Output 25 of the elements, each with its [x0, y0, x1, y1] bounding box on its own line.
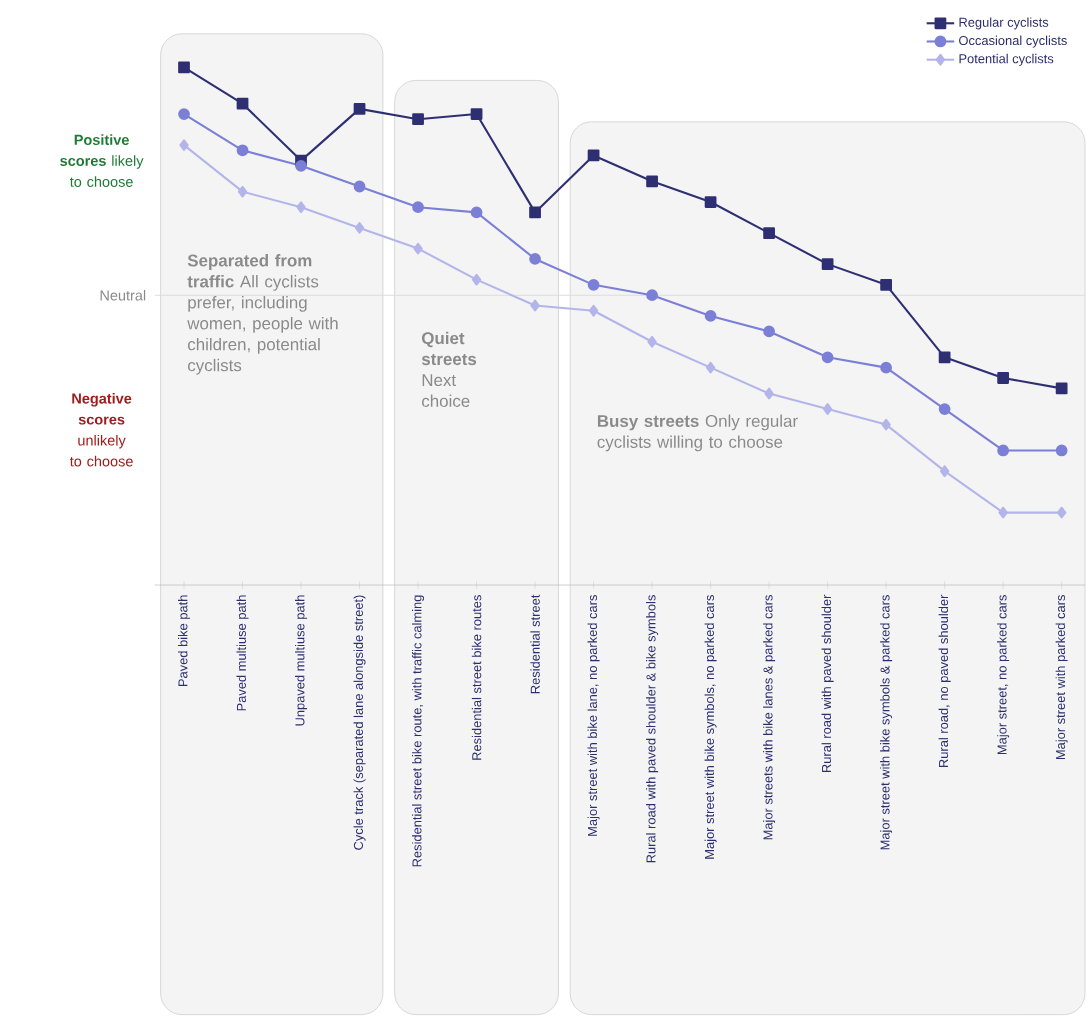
x-tick-label: Major street with parked cars [1055, 595, 1068, 759]
x-tick-label: Major streets with bike lanes & parked cars [763, 595, 776, 840]
x-tick-label: Rural road, no paved shoulder [938, 594, 951, 767]
x-tick-label: Residential street [530, 594, 540, 694]
x-tick-label: Unpaved multiuse path [295, 595, 308, 726]
x-tick-label: Major street with bike symbols, no parked cars [704, 595, 717, 859]
x-tick-label: Cycle track (separated lane alongside street) [353, 595, 366, 850]
x-tick-label: Residential street bike route, with traffic calming [412, 595, 425, 867]
x-tick-label: Residential street bike routes [471, 595, 482, 760]
band-label: Busy streets Only regular cyclists willing to choose [597, 414, 798, 452]
legend-label: Occasional cyclists [959, 35, 1067, 48]
x-tick-label: Major street with bike symbols & parked cars [880, 595, 893, 850]
text: Negative scores unlikely to choose [69, 392, 133, 467]
ref-line-label: Neutral [100, 289, 146, 301]
x-tick-label: Rural road with paved shoulder & bike symbols [646, 595, 659, 863]
text: Positive scores likely to choose [60, 134, 144, 187]
x-tick-label: Paved multiuse path [236, 595, 249, 711]
legend-label: Potential cyclists [959, 53, 1054, 66]
legend-label: Regular cyclists [959, 17, 1049, 30]
band-label: Quiet streets Next choice [421, 331, 477, 407]
x-tick-label: Major street with bike lane, no parked cars [587, 595, 600, 836]
x-tick-label: Rural road with paved shoulder [821, 594, 834, 772]
x-tick-label: Major street, no parked cars [997, 595, 1010, 754]
x-tick-label: Paved bike path [178, 595, 191, 686]
band-label: Separated from traffic All cyclists prefer, including women, people with children, potential cyclists [187, 254, 338, 375]
